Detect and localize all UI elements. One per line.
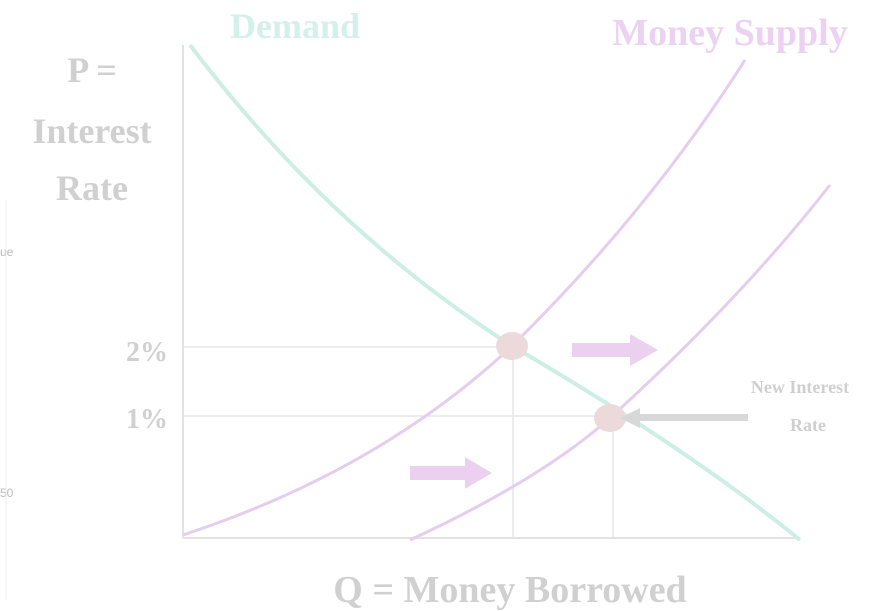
y-axis-label: P =: [67, 50, 117, 90]
demand-curve: [188, 43, 802, 542]
supply-curve: [182, 59, 747, 537]
pointer-arrow: [620, 408, 748, 428]
annotation-label: Rate: [790, 415, 826, 435]
x-axis-label: Q = Money Borrowed: [333, 569, 686, 611]
y-axis-label: Interest: [32, 111, 151, 151]
y-tick-label: 2%: [126, 337, 168, 368]
supply-label: Money Supply: [612, 12, 847, 54]
background-fragment: ue: [0, 245, 14, 259]
y-axis-label: Rate: [56, 168, 128, 208]
background-fragment: 50: [0, 486, 14, 500]
annotation-label: New Interest: [751, 377, 849, 397]
equilibrium-point: [496, 332, 528, 360]
y-tick-label: 1%: [126, 404, 168, 435]
supply-curve-shifted: [409, 184, 832, 542]
shift-arrow: [572, 334, 658, 366]
equilibrium-point: [594, 404, 626, 432]
shift-arrow: [410, 457, 492, 489]
demand-label: Demand: [230, 6, 360, 46]
